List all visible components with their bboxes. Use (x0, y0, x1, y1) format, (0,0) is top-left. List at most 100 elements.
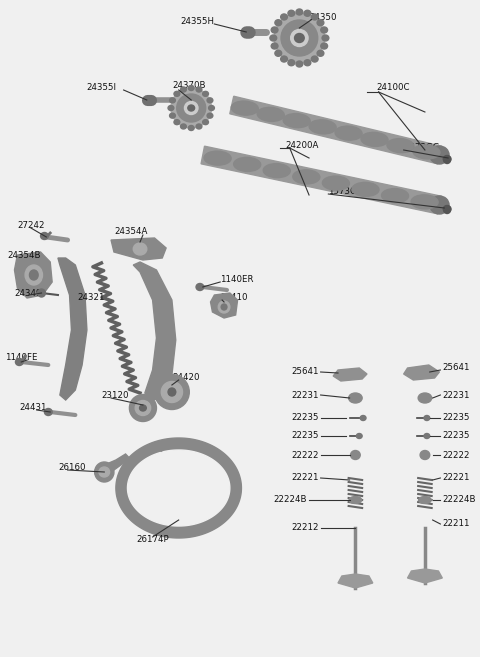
Ellipse shape (203, 91, 208, 97)
Ellipse shape (360, 415, 366, 420)
Ellipse shape (29, 270, 38, 280)
Ellipse shape (413, 145, 440, 159)
Text: 24100C: 24100C (377, 83, 410, 93)
Ellipse shape (312, 56, 318, 62)
Ellipse shape (177, 94, 206, 122)
Polygon shape (104, 454, 130, 472)
Polygon shape (201, 146, 441, 214)
Ellipse shape (180, 87, 186, 92)
Ellipse shape (317, 51, 324, 57)
Text: 24200A: 24200A (285, 141, 318, 150)
Text: 24354B: 24354B (8, 250, 41, 260)
Ellipse shape (130, 394, 156, 422)
Text: 1573GG: 1573GG (328, 187, 364, 196)
Ellipse shape (321, 27, 327, 33)
Polygon shape (116, 438, 241, 538)
Polygon shape (338, 574, 373, 588)
Ellipse shape (204, 151, 231, 165)
Polygon shape (111, 238, 166, 260)
Ellipse shape (418, 393, 432, 403)
Ellipse shape (281, 20, 318, 56)
Text: 22235: 22235 (291, 432, 319, 440)
Ellipse shape (174, 120, 180, 125)
Ellipse shape (218, 301, 230, 313)
Text: 23120: 23120 (101, 390, 129, 399)
Ellipse shape (314, 121, 331, 133)
Ellipse shape (45, 409, 52, 415)
Ellipse shape (357, 184, 374, 195)
Ellipse shape (209, 152, 226, 164)
Text: 22221: 22221 (442, 474, 470, 482)
Ellipse shape (203, 120, 208, 125)
Ellipse shape (323, 176, 349, 190)
Ellipse shape (424, 434, 430, 438)
Ellipse shape (349, 497, 361, 503)
Polygon shape (404, 365, 439, 380)
Ellipse shape (296, 61, 303, 67)
Text: 22222: 22222 (442, 451, 470, 459)
Text: 27242: 27242 (17, 221, 45, 231)
Ellipse shape (386, 190, 404, 201)
Ellipse shape (99, 467, 109, 477)
Polygon shape (58, 258, 87, 400)
Ellipse shape (366, 133, 383, 145)
Ellipse shape (361, 132, 388, 147)
Ellipse shape (133, 243, 147, 255)
Ellipse shape (430, 196, 449, 214)
Ellipse shape (304, 11, 311, 16)
Ellipse shape (236, 102, 253, 114)
Ellipse shape (296, 9, 303, 15)
Text: 24431: 24431 (19, 403, 47, 413)
Text: 22235: 22235 (442, 432, 470, 440)
Ellipse shape (274, 13, 324, 63)
Ellipse shape (443, 206, 451, 212)
Text: 22231: 22231 (442, 390, 470, 399)
Ellipse shape (291, 30, 308, 47)
Ellipse shape (171, 88, 212, 128)
Ellipse shape (188, 105, 194, 111)
Ellipse shape (275, 51, 282, 57)
Ellipse shape (41, 233, 48, 240)
Text: 22231: 22231 (291, 390, 319, 399)
Text: 1573GG: 1573GG (404, 143, 439, 152)
Text: 22224B: 22224B (442, 495, 476, 505)
Ellipse shape (209, 106, 215, 110)
Ellipse shape (424, 415, 430, 420)
Text: 22222: 22222 (291, 451, 319, 459)
Ellipse shape (25, 265, 43, 285)
Polygon shape (333, 368, 367, 381)
Text: 24354A: 24354A (114, 227, 147, 237)
Ellipse shape (234, 158, 261, 171)
Ellipse shape (298, 171, 315, 183)
Ellipse shape (231, 101, 258, 115)
Ellipse shape (207, 113, 213, 118)
Ellipse shape (420, 451, 430, 459)
Ellipse shape (270, 35, 276, 41)
Text: 26160: 26160 (58, 463, 85, 472)
Ellipse shape (95, 462, 114, 482)
Ellipse shape (184, 101, 198, 114)
Ellipse shape (275, 20, 282, 26)
Ellipse shape (288, 115, 305, 126)
Ellipse shape (392, 140, 409, 151)
Ellipse shape (387, 139, 414, 152)
Ellipse shape (188, 125, 194, 131)
Text: 25641: 25641 (291, 367, 319, 376)
Ellipse shape (169, 98, 175, 103)
Ellipse shape (281, 56, 288, 62)
Ellipse shape (168, 388, 176, 396)
Text: 24420: 24420 (172, 373, 199, 382)
Text: 24470: 24470 (159, 451, 187, 459)
Ellipse shape (257, 107, 284, 122)
Ellipse shape (188, 85, 194, 91)
Ellipse shape (293, 170, 320, 184)
Polygon shape (211, 293, 238, 318)
Ellipse shape (271, 27, 278, 33)
Ellipse shape (295, 34, 304, 43)
Ellipse shape (239, 159, 256, 170)
Ellipse shape (322, 35, 329, 41)
Text: 24410: 24410 (220, 294, 248, 302)
Text: 22235: 22235 (291, 413, 319, 422)
Ellipse shape (350, 451, 360, 459)
Ellipse shape (317, 20, 324, 26)
